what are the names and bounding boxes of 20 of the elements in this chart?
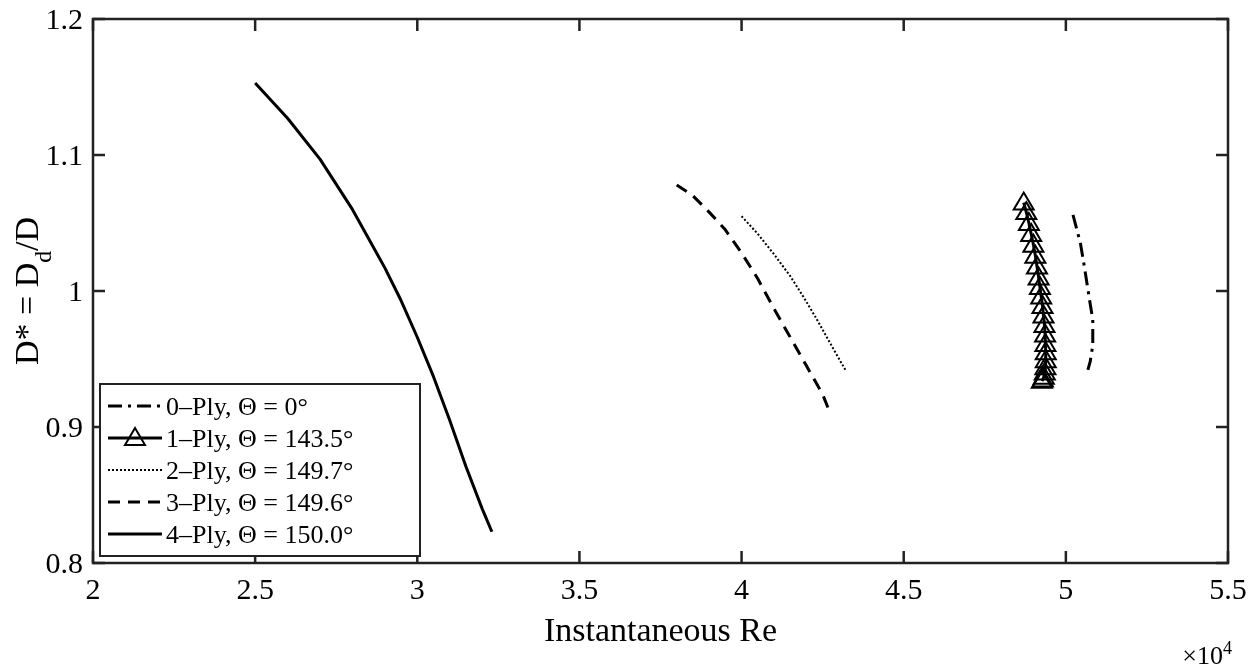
x-tick-label: 2	[85, 572, 101, 605]
x-tick-label: 2.5	[236, 572, 274, 605]
y-tick-label: 1.2	[45, 2, 83, 35]
y-tick-label: 1.1	[45, 138, 83, 171]
x-tick-label: 3	[409, 572, 425, 605]
legend-label: 4–Ply, Θ = 150.0°	[166, 520, 354, 549]
x-axis-title: Instantaneous Re	[543, 611, 778, 648]
legend-label: 1–Ply, Θ = 143.5°	[166, 424, 354, 453]
y-tick-label: 0.8	[45, 546, 83, 579]
x-tick-label: 3.5	[560, 572, 599, 605]
y-tick-label: 1	[68, 274, 83, 307]
x-tick-label: 4.5	[884, 572, 923, 605]
legend-label: 2–Ply, Θ = 149.7°	[166, 456, 354, 485]
legend-label: 0–Ply, Θ = 0°	[166, 392, 308, 421]
x-tick-label: 5	[1058, 572, 1074, 605]
legend-label: 3–Ply, Θ = 149.6°	[166, 488, 354, 517]
y-tick-label: 0.9	[45, 410, 83, 443]
text: ×10$^{4}$	[1182, 638, 1232, 670]
x-tick-label: 4	[734, 572, 750, 605]
x-tick-label: 5.5	[1209, 572, 1247, 605]
